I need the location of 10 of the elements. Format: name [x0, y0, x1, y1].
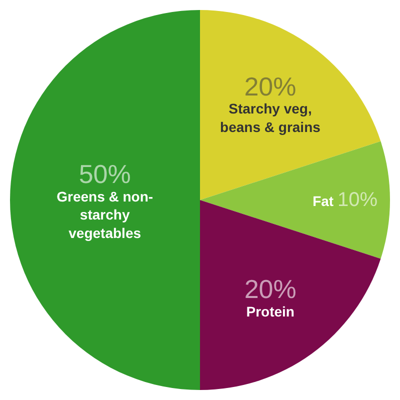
slice-label: Protein [246, 303, 294, 320]
data-label: 10% [337, 189, 378, 211]
pie-slice [200, 141, 390, 259]
data-label: 50% [78, 159, 131, 190]
slice-label: Fat [312, 193, 334, 209]
pie-slice [10, 10, 200, 390]
data-label: 20% [244, 71, 296, 102]
data-label: 20% [244, 274, 296, 304]
slice-label: Greens & non-starchy vegetables [56, 188, 154, 241]
slice-label: Starchy veg, beans & grains [220, 100, 321, 135]
